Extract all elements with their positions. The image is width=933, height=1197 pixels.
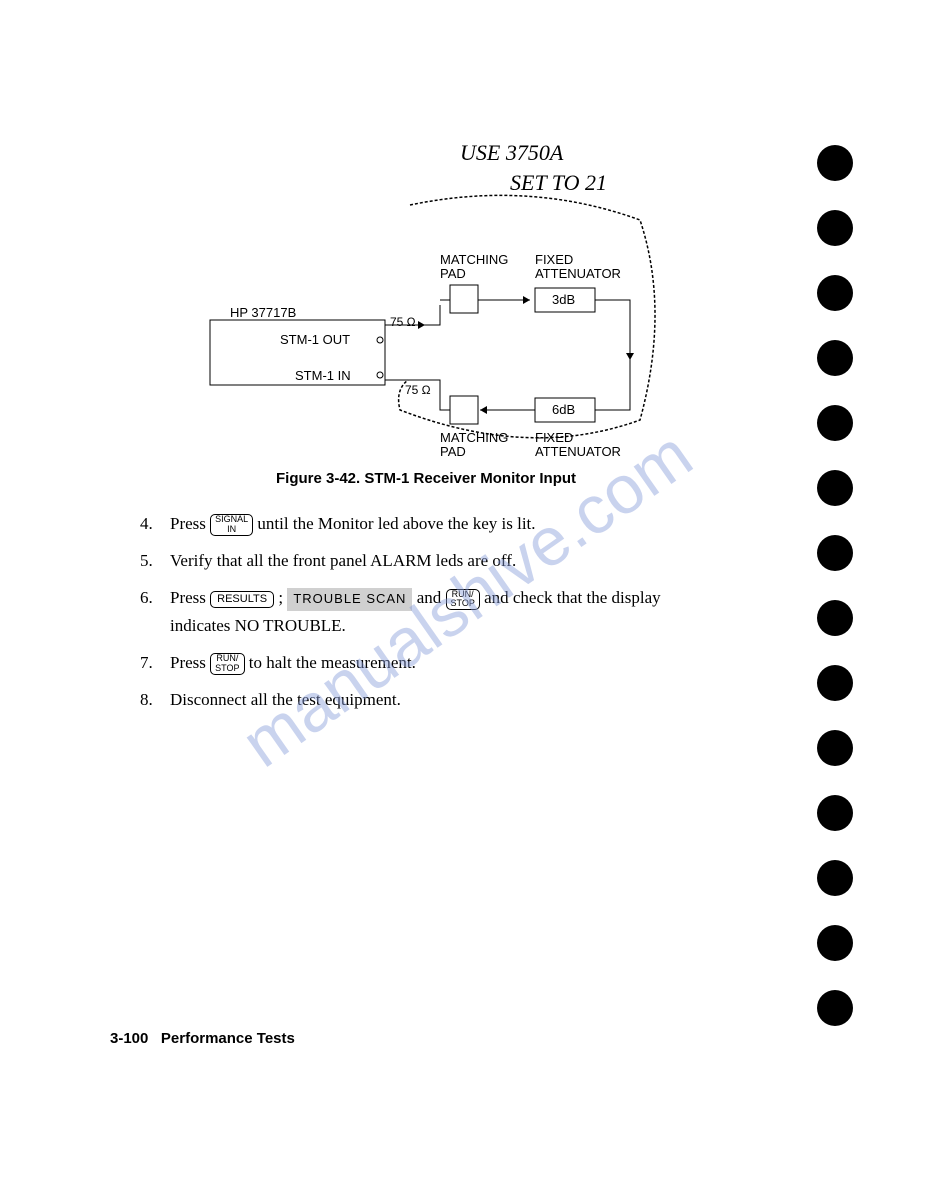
pad-bot-label1: MATCHING: [440, 430, 508, 445]
binding-dot: [817, 210, 853, 246]
step-number: 7.: [140, 649, 170, 676]
hardkey: SIGNALIN: [210, 514, 253, 536]
pad-top-label1: MATCHING: [440, 252, 508, 267]
step-text: Disconnect all the test equipment.: [170, 686, 700, 713]
pad-top-label2: PAD: [440, 266, 466, 281]
step-text: Verify that all the front panel ALARM le…: [170, 547, 700, 574]
section-title: Performance Tests: [161, 1030, 295, 1047]
impedance-bottom: 75 Ω: [405, 383, 431, 397]
atten-bot-label2: ATTENUATOR: [535, 444, 621, 459]
binding-dot: [817, 730, 853, 766]
hardkey: RESULTS: [210, 591, 274, 607]
page-footer: 3-100 Performance Tests: [110, 1030, 295, 1047]
page-number: 3-100: [110, 1030, 148, 1047]
diagram-svg: [180, 130, 740, 470]
binding-dot: [817, 990, 853, 1026]
step-text: Press RUN/STOP to halt the measurement.: [170, 649, 700, 676]
step-item: 5.Verify that all the front panel ALARM …: [140, 547, 700, 574]
step-item: 4.Press SIGNALIN until the Monitor led a…: [140, 510, 700, 537]
binding-dot: [817, 665, 853, 701]
step-text: Press RESULTS ; TROUBLE SCAN and RUN/STO…: [170, 584, 700, 638]
binding-dot: [817, 600, 853, 636]
pad-bot-label2: PAD: [440, 444, 466, 459]
figure-caption: Figure 3-42. STM-1 Receiver Monitor Inpu…: [276, 470, 576, 487]
step-item: 8.Disconnect all the test equipment.: [140, 686, 700, 713]
softkey: TROUBLE SCAN: [287, 588, 412, 611]
document-page: manualshive.com USE 3750A SET TO 21: [0, 0, 933, 1197]
device-label: HP 37717B: [230, 305, 296, 320]
step-number: 4.: [140, 510, 170, 537]
port-out-label: STM-1 OUT: [280, 332, 350, 347]
atten-top-label2: ATTENUATOR: [535, 266, 621, 281]
port-in-label: STM-1 IN: [295, 368, 351, 383]
atten-top-label1: FIXED: [535, 252, 573, 267]
binding-dot: [817, 405, 853, 441]
binding-dot: [817, 340, 853, 376]
binding-dot: [817, 860, 853, 896]
binding-dot: [817, 795, 853, 831]
step-number: 6.: [140, 584, 170, 638]
step-number: 8.: [140, 686, 170, 713]
binding-dot: [817, 535, 853, 571]
step-text: Press SIGNALIN until the Monitor led abo…: [170, 510, 700, 537]
binding-dot: [817, 470, 853, 506]
impedance-top: 75 Ω: [390, 315, 416, 329]
atten-bot-value: 6dB: [552, 402, 575, 417]
step-item: 6.Press RESULTS ; TROUBLE SCAN and RUN/S…: [140, 584, 700, 638]
binding-dot: [817, 925, 853, 961]
binding-dot: [817, 275, 853, 311]
hardkey: RUN/STOP: [446, 589, 480, 611]
step-item: 7.Press RUN/STOP to halt the measurement…: [140, 649, 700, 676]
step-number: 5.: [140, 547, 170, 574]
atten-bot-label1: FIXED: [535, 430, 573, 445]
atten-top-value: 3dB: [552, 292, 575, 307]
circuit-diagram: HP 37717B STM-1 OUT STM-1 IN 75 Ω 75 Ω M…: [180, 130, 740, 470]
hardkey: RUN/STOP: [210, 653, 244, 675]
binding-dot: [817, 145, 853, 181]
procedure-steps: 4.Press SIGNALIN until the Monitor led a…: [140, 510, 700, 723]
